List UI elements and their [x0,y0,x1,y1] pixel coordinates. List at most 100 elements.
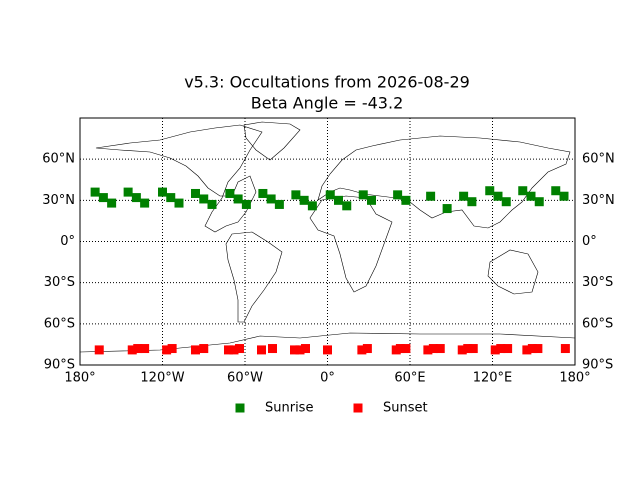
greenland [243,121,301,161]
point [131,193,141,203]
coastlines [79,121,576,353]
point [323,345,332,355]
point [485,186,495,196]
y-tick-label: 60°S [44,316,75,331]
point [235,344,244,354]
legend-label: Sunset [383,401,428,416]
y-tick-label-right: 0° [582,234,597,249]
point [191,188,200,198]
y-tick-label-right: 90°S [582,358,613,373]
point [518,186,528,196]
point [560,344,570,354]
point [551,186,561,196]
point [225,188,235,198]
point [241,199,251,209]
point [428,344,438,354]
point [490,345,500,355]
point [334,195,343,205]
point [291,190,301,200]
point [199,344,209,354]
ticks: 180° 120°W 60°W 0° 60°E 120°E 180°90°S 90°S60°S… [42,152,615,386]
point [166,193,176,203]
x-tick-label: 60°E [394,371,425,386]
point [257,345,266,355]
point [463,344,473,354]
y-tick-label-right: 60°N [582,152,615,167]
x-tick-label: 60°W [227,371,263,386]
point [362,344,372,354]
point [522,345,532,355]
point [301,344,310,354]
grid [80,118,575,365]
y-tick-label: 30°S [44,275,75,290]
point [325,190,335,200]
marks [90,186,570,355]
point [367,195,376,205]
point [94,345,104,355]
point [457,345,467,355]
point [307,201,317,211]
north-america [95,124,263,233]
legend-swatch [353,403,363,413]
point [299,195,309,205]
point [401,195,411,205]
point [401,344,411,354]
chart-subtitle: Beta Angle = -43.2 [251,94,404,113]
point [426,191,436,201]
x-tick-label: 120°W [140,371,184,386]
point [493,191,503,201]
point [268,344,277,354]
point [191,345,200,355]
legend-label: Sunrise [265,401,313,416]
legend-swatch [235,403,245,413]
point [295,345,305,355]
y-tick-label: 30°N [42,193,75,208]
point [496,344,506,354]
point [229,345,239,355]
point [90,187,100,197]
point [395,344,405,354]
point [133,344,143,354]
point [98,193,108,203]
y-tick-label: 0° [60,234,75,249]
point [107,198,117,208]
point [468,344,478,354]
point [442,204,452,214]
point [501,197,511,207]
point [393,190,403,200]
x-tick-label: 0° [320,371,335,386]
point [526,191,536,201]
antarctica [79,332,576,353]
point [174,198,184,208]
eurasia [317,135,571,229]
point [559,191,569,201]
point [274,199,284,209]
point [290,345,299,355]
point [435,344,445,354]
point [357,345,367,355]
point [459,191,469,201]
point [534,197,544,207]
point [467,197,477,207]
point [162,345,172,355]
point [140,198,150,208]
point [342,201,352,211]
point [140,344,150,354]
point [258,188,268,198]
point [123,187,133,197]
x-tick-label: 120°E [473,371,513,386]
point [503,344,513,354]
point [167,344,177,354]
y-tick-label-right: 30°S [582,275,613,290]
y-tick-label-right: 60°S [582,316,613,331]
plot-frame [79,117,576,366]
point [266,194,276,204]
australia [487,249,539,295]
point [207,199,217,209]
point [127,345,137,355]
point [199,194,209,204]
y-tick-label: 60°N [42,152,75,167]
south-america [225,231,283,323]
x-tick-label: 180° [64,371,95,386]
